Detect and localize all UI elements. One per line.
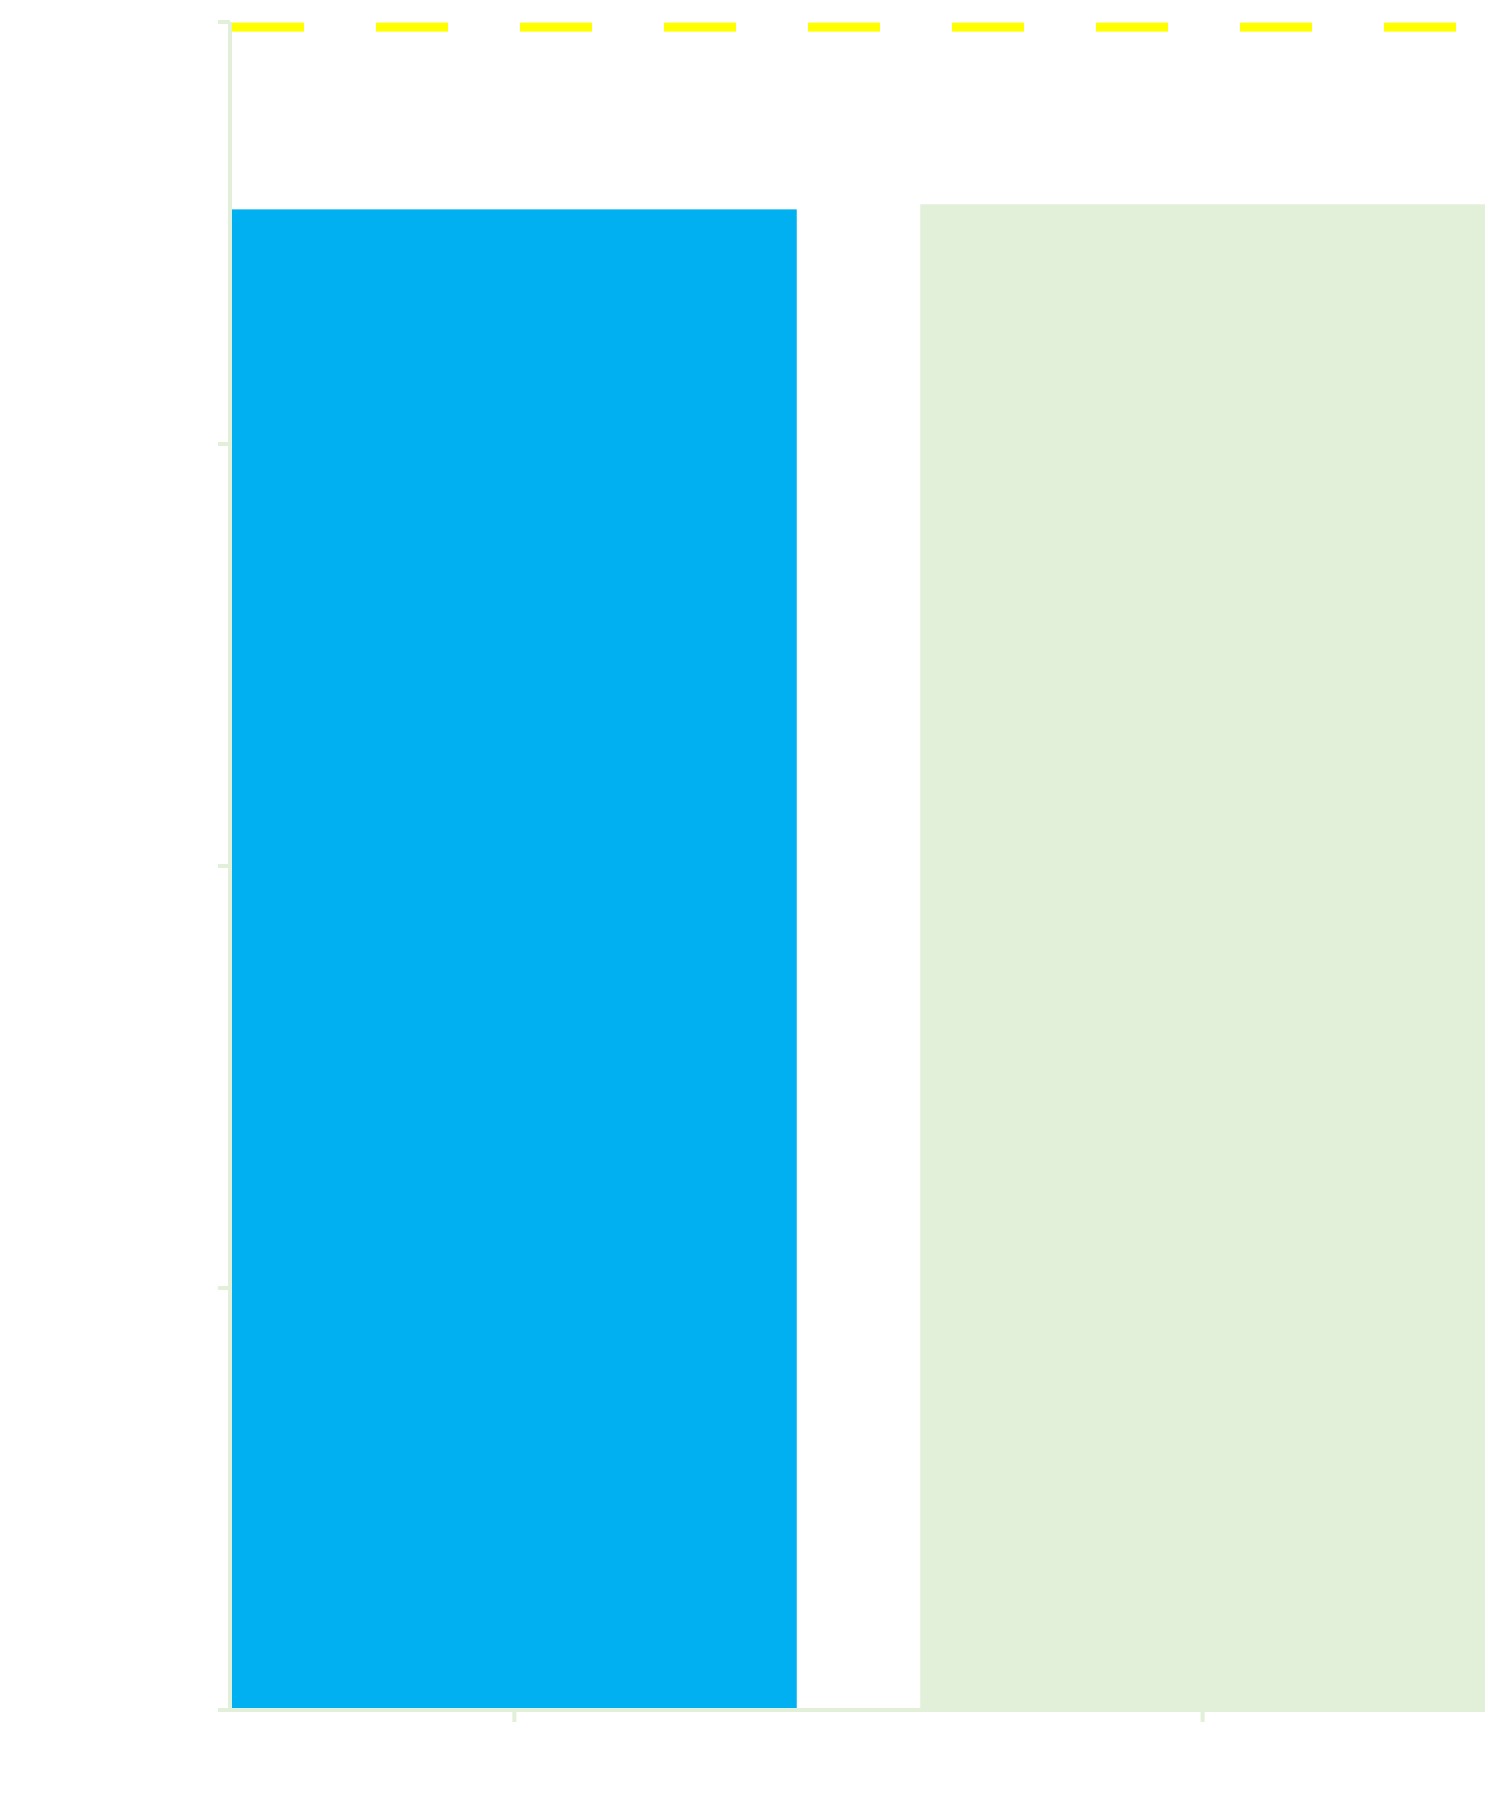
bars-layer <box>232 204 1485 1711</box>
bar-1 <box>232 209 797 1710</box>
bar-2 <box>920 204 1485 1711</box>
axes-layer <box>218 20 1485 1722</box>
